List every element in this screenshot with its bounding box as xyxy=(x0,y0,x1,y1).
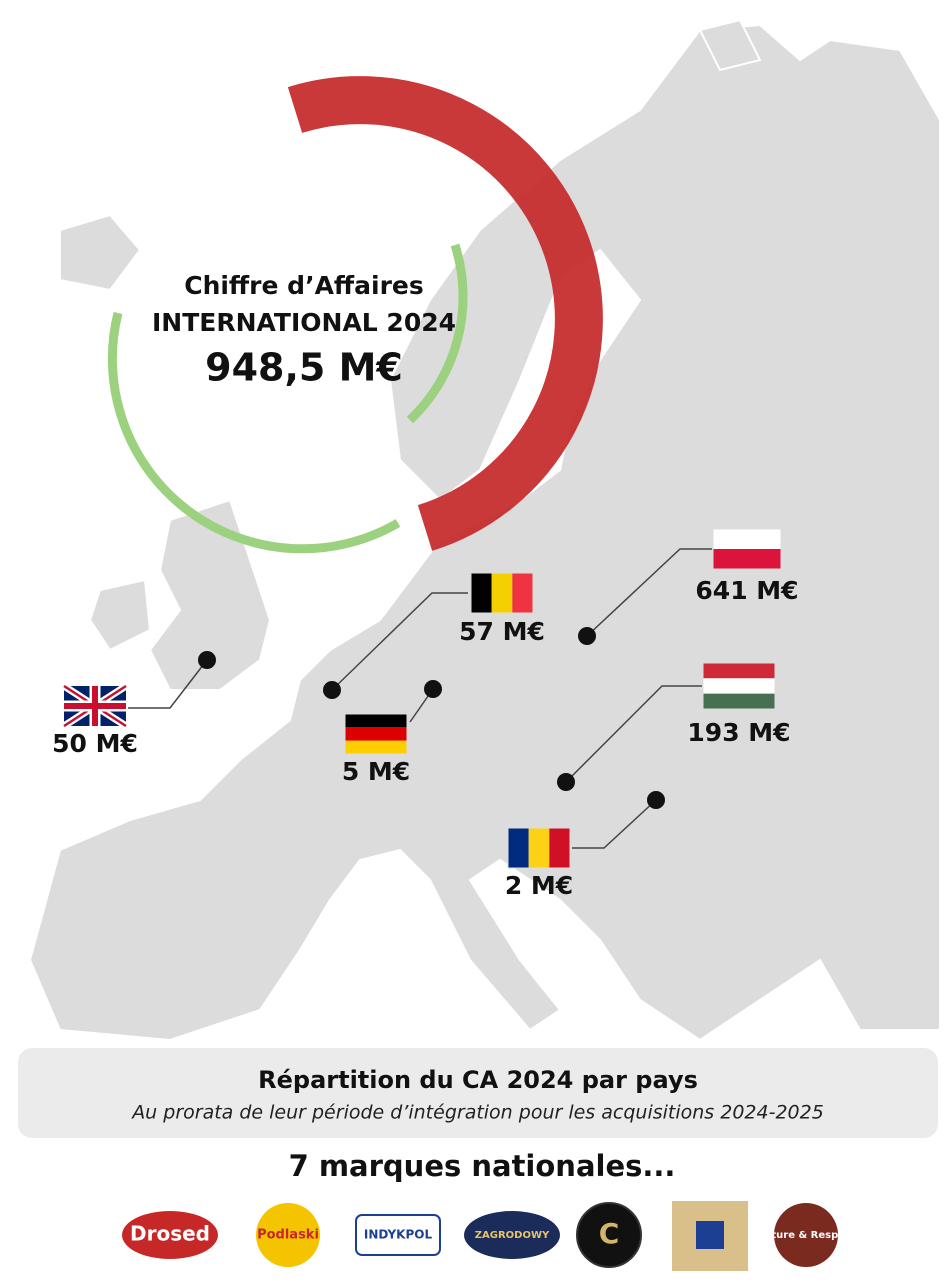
country-markers: 50 M€ 57 M€ 5 M€ 641 M€ 193 M€ 2 M€ xyxy=(52,528,799,900)
brand-logo: Podlaski xyxy=(257,1228,319,1243)
flag-stripe xyxy=(345,714,407,728)
flag-stripe xyxy=(345,740,407,754)
title-line2: INTERNATIONAL 2024 xyxy=(152,308,456,337)
country-revenue: 641 M€ xyxy=(695,576,798,605)
title-line1: Chiffre d’Affaires xyxy=(184,271,424,300)
brand-logos: Drosed Podlaski INDYKPOL ZAGRODOWY C Nature &… xyxy=(122,1201,856,1271)
flag-stripe xyxy=(703,663,775,679)
logo-shape xyxy=(696,1221,724,1249)
logo-shape xyxy=(355,1214,441,1256)
ireland xyxy=(88,578,152,652)
flag-stripe xyxy=(703,693,775,709)
country-revenue: 193 M€ xyxy=(687,718,790,747)
location-dot xyxy=(647,791,665,809)
caption-box xyxy=(18,1048,938,1138)
brand-logo: C xyxy=(599,1217,620,1250)
leader-line xyxy=(128,659,208,709)
country-marker: 57 M€ xyxy=(323,572,545,699)
leader-line xyxy=(331,592,468,691)
flag-stripe xyxy=(703,678,775,694)
iceland xyxy=(59,213,142,292)
flag xyxy=(64,686,126,726)
flag-border xyxy=(344,713,408,755)
logo-shape xyxy=(122,1211,218,1259)
ring-green-inner-arc xyxy=(406,243,468,424)
flag-stripe xyxy=(713,529,781,549)
location-dot xyxy=(557,773,575,791)
leader-line xyxy=(565,685,702,783)
country-marker: 641 M€ xyxy=(578,528,799,645)
country-revenue: 2 M€ xyxy=(505,871,573,900)
country-marker: 5 M€ xyxy=(342,680,442,786)
ring-green-arc xyxy=(107,311,401,554)
location-dot xyxy=(198,651,216,669)
mainland xyxy=(28,23,941,1042)
ring-red-arc xyxy=(287,76,603,551)
location-dot xyxy=(323,681,341,699)
flag-stripe xyxy=(471,573,492,613)
caption-title: Répartition du CA 2024 par pays xyxy=(258,1066,698,1094)
logo-shape xyxy=(256,1203,320,1267)
brand-logo: Nature & Respect xyxy=(756,1230,856,1241)
logo-shape xyxy=(464,1211,560,1259)
flag-stripe xyxy=(528,828,550,868)
logo-shape xyxy=(576,1202,642,1268)
country-marker: 193 M€ xyxy=(557,662,791,791)
flag-stripe xyxy=(508,828,529,868)
logo-shape xyxy=(774,1203,838,1267)
brand-logo: Drosed xyxy=(130,1222,210,1246)
flag-stripe xyxy=(713,549,781,569)
location-dot xyxy=(578,627,596,645)
brand-logo: INDYKPOL xyxy=(364,1228,433,1242)
flag-stripe xyxy=(549,828,570,868)
flag-stripe xyxy=(345,727,407,741)
flag-border xyxy=(702,662,776,710)
flag-stripe xyxy=(512,573,533,613)
leader-line xyxy=(572,799,657,849)
flag-border xyxy=(507,827,571,869)
flag-border xyxy=(470,572,534,614)
country-revenue: 57 M€ xyxy=(459,617,545,646)
flag-stripe xyxy=(491,573,513,613)
country-revenue: 50 M€ xyxy=(52,729,138,758)
caption-subtitle: Au prorata de leur période d’intégration… xyxy=(130,1102,824,1124)
leader-line xyxy=(586,548,712,637)
brand-logo: ZAGRODOWY xyxy=(475,1230,550,1241)
flag-border xyxy=(712,528,782,570)
country-marker: 50 M€ xyxy=(52,651,216,758)
country-marker: 2 M€ xyxy=(505,791,665,900)
country-revenue: 5 M€ xyxy=(342,757,410,786)
brands-title: 7 marques nationales... xyxy=(289,1149,676,1183)
svalbard xyxy=(698,18,762,72)
total-revenue: 948,5 M€ xyxy=(205,346,403,390)
europe-map xyxy=(28,18,941,1042)
location-dot xyxy=(424,680,442,698)
